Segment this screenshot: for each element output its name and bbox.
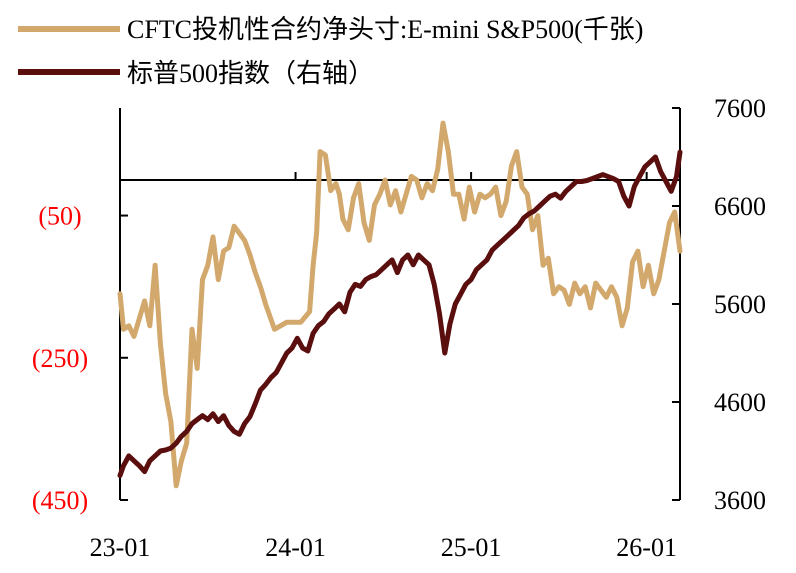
- x-tick-label: 24-01: [265, 533, 326, 562]
- legend-label-cftc: CFTC投机性合约净头寸:E-mini S&P500(千张): [127, 15, 643, 44]
- left-tick-label: (50): [38, 202, 81, 231]
- right-tick-label: 4600: [714, 388, 766, 417]
- left-axis-ticks: (50) (250) (450): [32, 202, 128, 515]
- legend-label-sp500: 标普500指数（右轴）: [127, 59, 374, 88]
- series-layer: [117, 120, 683, 489]
- right-tick-label: 3600: [714, 486, 766, 515]
- x-axis-ticks: 23-01 24-01 25-01 26-01: [90, 172, 677, 562]
- axes: (50) (250) (450) 7600 6600 5600 4600 3600 23-0…: [32, 94, 766, 562]
- x-tick-label: 26-01: [616, 533, 677, 562]
- x-tick-label: 25-01: [441, 533, 502, 562]
- x-tick-label: 23-01: [90, 533, 151, 562]
- right-tick-label: 5600: [714, 290, 766, 319]
- left-tick-label: (250): [32, 344, 88, 373]
- right-axis-ticks: 7600 6600 5600 4600 3600: [672, 94, 766, 515]
- right-tick-label: 7600: [714, 94, 766, 123]
- series-sp500-line: [117, 149, 683, 478]
- right-tick-label: 6600: [714, 192, 766, 221]
- legend: CFTC投机性合约净头寸:E-mini S&P500(千张) 标普500指数（右…: [18, 15, 643, 88]
- series-cftc-line: [117, 120, 683, 489]
- left-tick-label: (450): [32, 486, 88, 515]
